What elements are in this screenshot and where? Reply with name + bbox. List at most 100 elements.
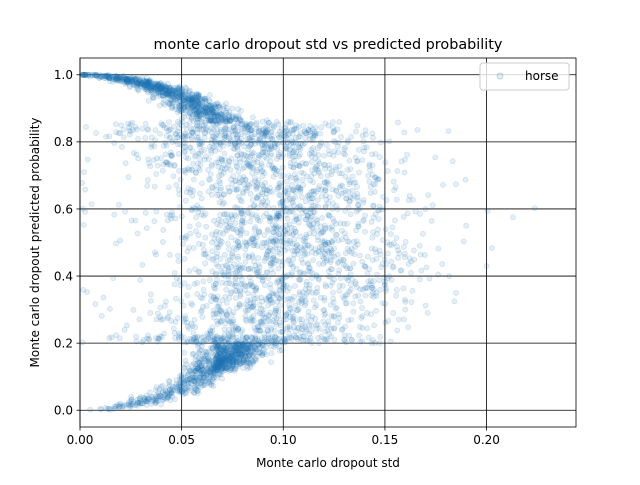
data-point <box>184 339 190 346</box>
data-point <box>215 112 221 119</box>
data-point <box>225 317 231 324</box>
data-point <box>296 289 303 295</box>
data-point <box>187 335 193 342</box>
data-point <box>113 129 119 136</box>
data-point <box>220 334 227 341</box>
data-point <box>384 250 391 257</box>
data-point <box>322 322 329 328</box>
data-point <box>299 177 306 183</box>
data-point <box>208 373 215 379</box>
data-point <box>216 199 223 206</box>
data-point <box>314 145 321 152</box>
data-point <box>331 336 338 343</box>
data-point <box>373 292 380 299</box>
data-point <box>242 334 249 341</box>
data-point <box>199 102 205 108</box>
data-point <box>237 280 244 287</box>
data-point <box>302 300 309 306</box>
data-point <box>173 95 180 102</box>
data-point <box>200 366 207 373</box>
data-point <box>134 85 140 92</box>
data-point <box>292 228 299 235</box>
data-point <box>267 215 274 222</box>
data-point <box>260 274 267 280</box>
data-point <box>321 152 327 159</box>
data-point <box>324 336 331 343</box>
data-point <box>344 265 351 272</box>
data-point <box>232 327 239 333</box>
data-point <box>289 315 296 322</box>
data-point <box>379 261 386 267</box>
data-point <box>349 276 355 283</box>
data-point <box>161 330 168 337</box>
data-point <box>245 290 251 297</box>
data-point <box>214 250 221 257</box>
data-point <box>224 361 231 367</box>
data-point <box>239 333 246 340</box>
data-point <box>276 287 283 293</box>
data-point <box>273 315 280 322</box>
data-point <box>199 313 206 320</box>
data-point <box>166 127 173 134</box>
data-point <box>189 160 196 167</box>
data-point <box>213 374 220 381</box>
data-point <box>386 138 393 145</box>
data-point <box>134 86 141 93</box>
data-point <box>202 210 209 217</box>
data-point <box>175 330 182 336</box>
data-point <box>206 380 212 387</box>
data-point <box>192 153 198 160</box>
data-point <box>232 350 239 357</box>
data-point <box>233 345 240 352</box>
data-point <box>331 245 337 252</box>
data-point <box>388 241 395 248</box>
data-point <box>298 297 305 304</box>
data-point <box>212 339 219 346</box>
data-point <box>308 244 315 251</box>
data-point <box>195 232 202 238</box>
data-point <box>226 354 233 361</box>
data-point <box>227 118 234 125</box>
data-point <box>225 276 232 283</box>
data-point <box>220 230 226 237</box>
data-point <box>273 290 279 297</box>
data-point <box>215 113 221 119</box>
data-point <box>82 208 88 215</box>
data-point <box>205 156 212 163</box>
data-point <box>274 186 281 193</box>
data-point <box>171 88 178 95</box>
data-point <box>247 153 253 160</box>
data-point <box>219 279 226 286</box>
data-point <box>159 82 166 89</box>
data-point <box>209 327 216 334</box>
data-point <box>180 374 187 381</box>
data-point <box>222 121 229 128</box>
data-point <box>143 398 150 405</box>
data-point <box>186 87 193 94</box>
data-point <box>289 208 296 215</box>
data-point <box>210 357 217 364</box>
data-point <box>231 356 238 363</box>
data-point <box>176 386 183 393</box>
data-point <box>162 139 169 146</box>
data-point <box>200 334 207 340</box>
data-point <box>255 341 262 348</box>
data-point <box>158 87 165 94</box>
data-point <box>301 293 308 300</box>
data-point <box>346 288 352 295</box>
data-point <box>402 296 408 303</box>
data-point <box>122 208 128 215</box>
data-point <box>253 284 260 291</box>
data-point <box>155 81 161 88</box>
data-point <box>177 176 184 183</box>
data-point <box>145 83 152 89</box>
data-point <box>263 269 270 276</box>
data-point <box>298 326 305 333</box>
data-point <box>375 207 382 214</box>
data-point <box>279 262 286 269</box>
data-point <box>298 316 305 323</box>
data-point <box>264 226 271 233</box>
data-point <box>147 297 154 304</box>
legend: horse <box>479 62 570 91</box>
data-point <box>219 357 225 364</box>
